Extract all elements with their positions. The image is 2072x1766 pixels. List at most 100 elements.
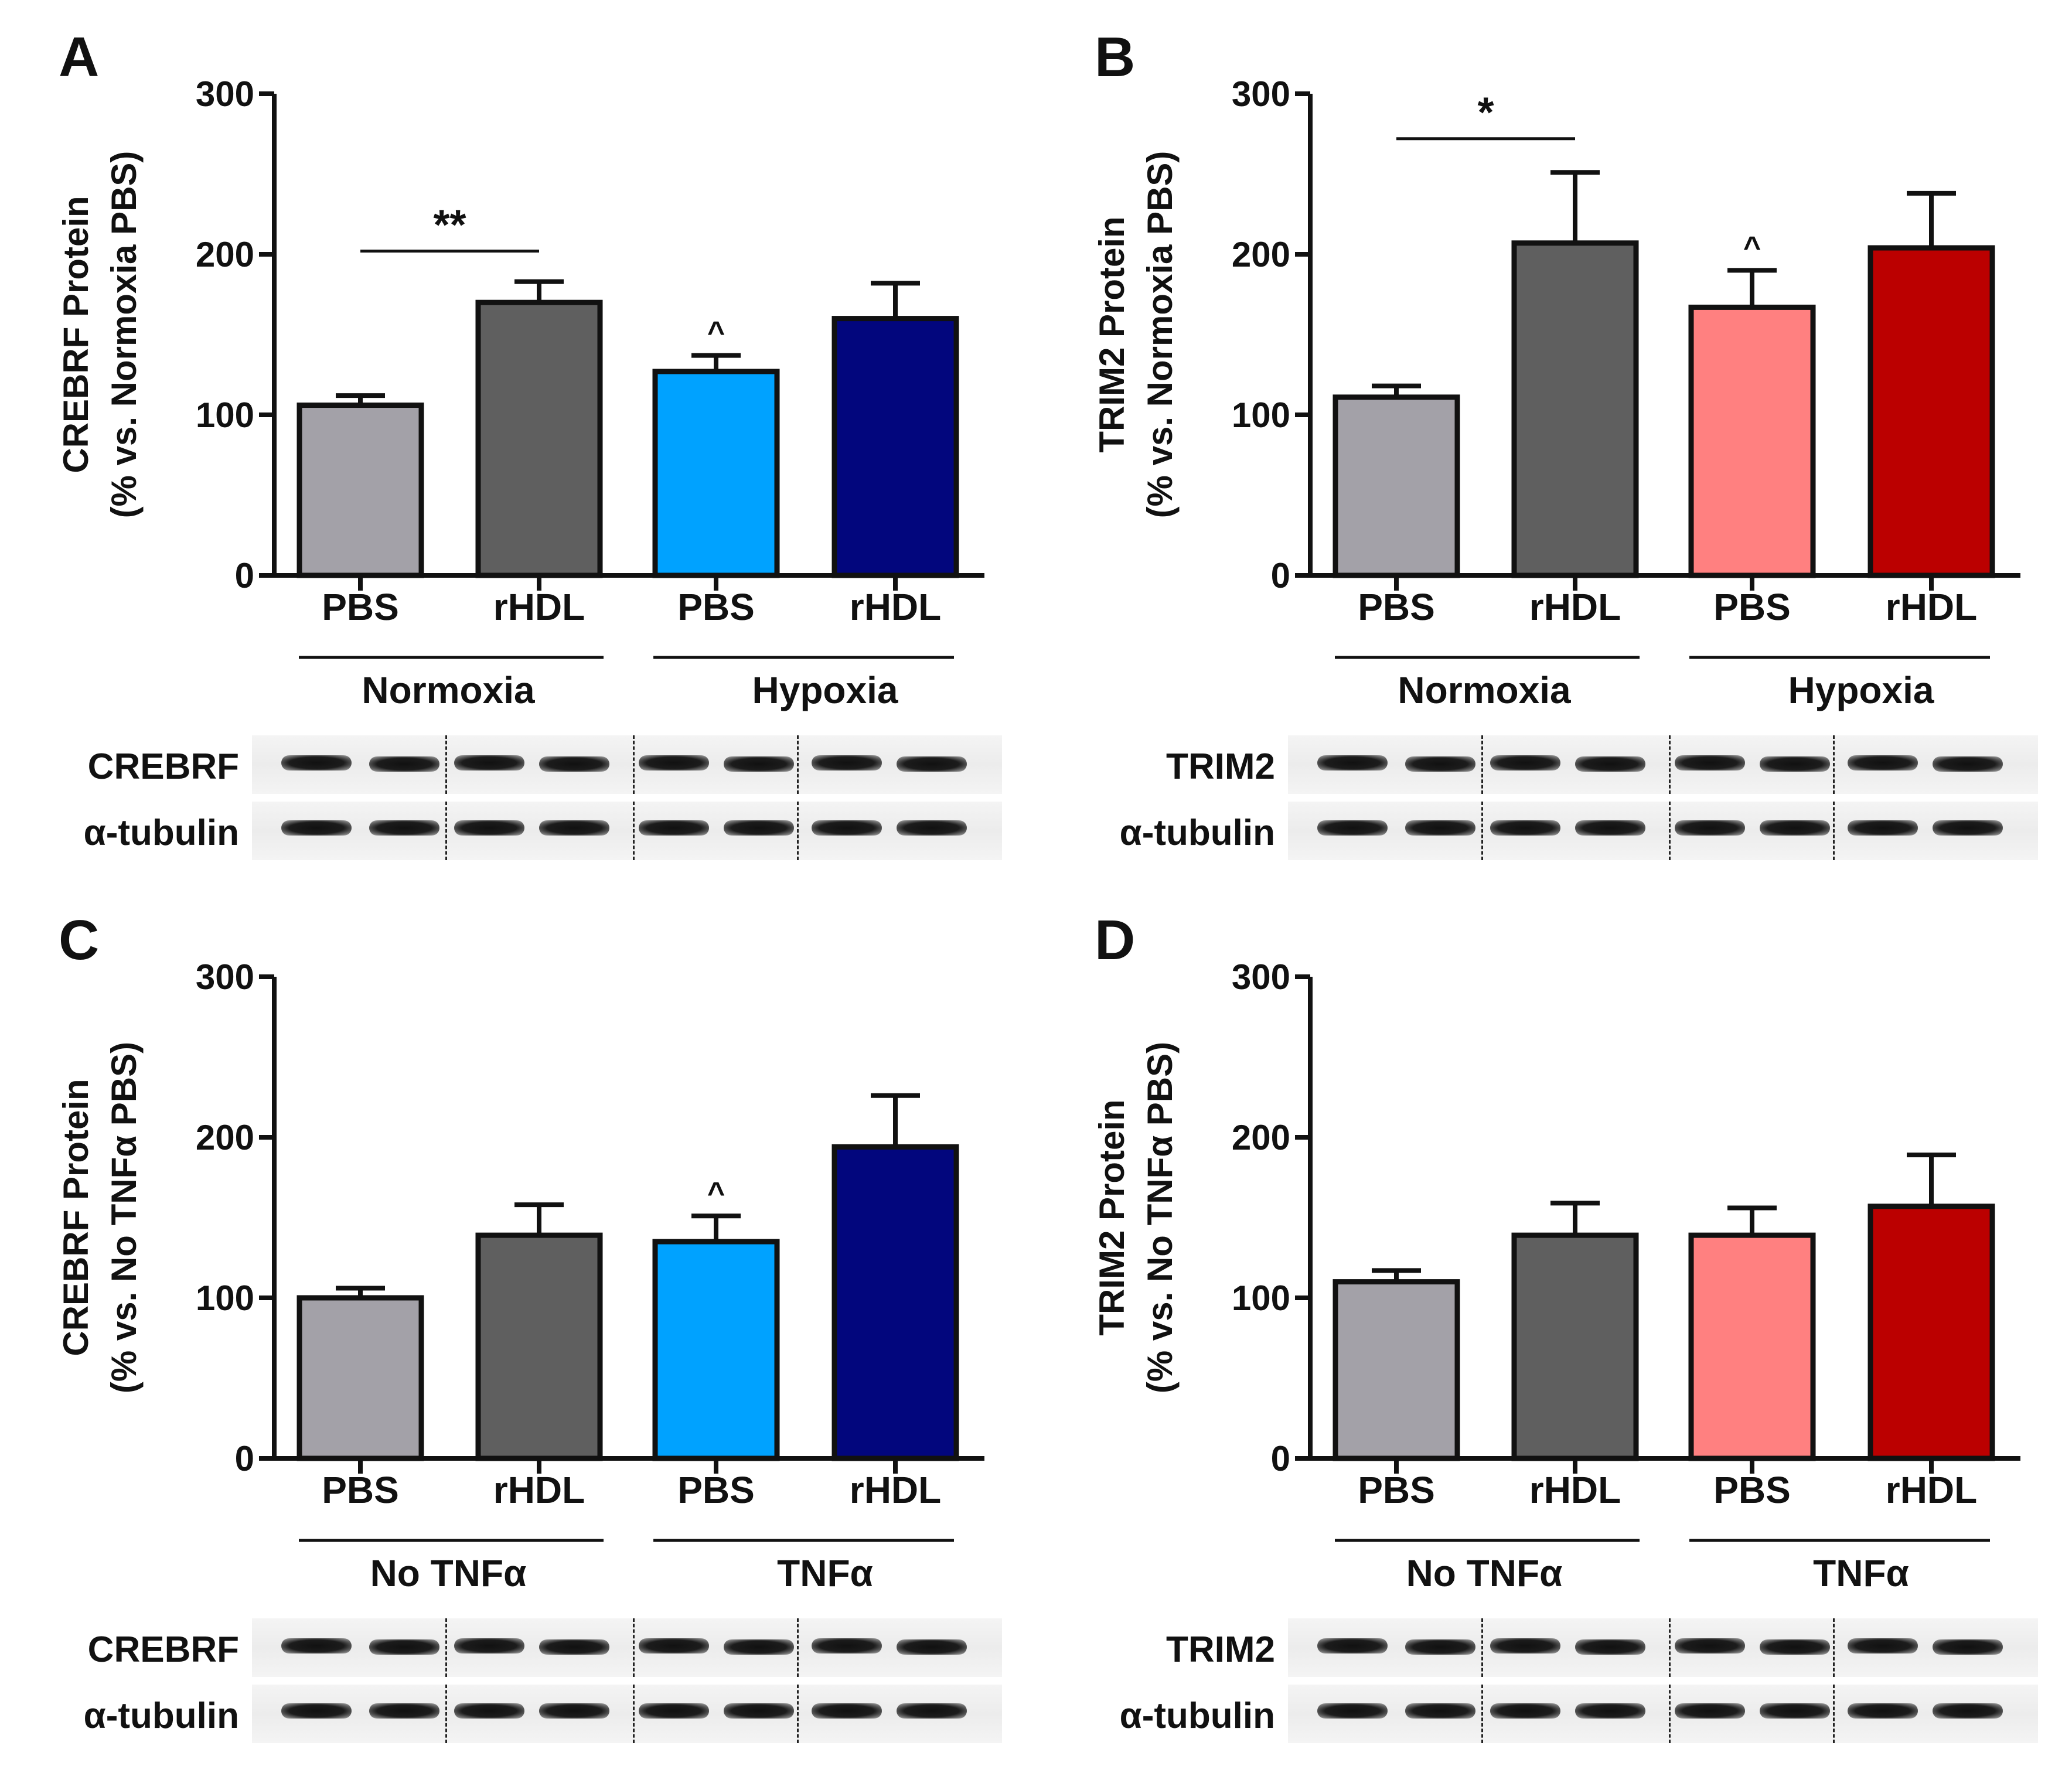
blot-band <box>1760 820 1830 836</box>
blot-band <box>1675 1638 1745 1654</box>
western-blot-strip <box>1288 802 2038 860</box>
blot-band <box>1575 820 1645 836</box>
blot-band <box>454 1638 524 1654</box>
lane-divider <box>1669 1618 1671 1677</box>
blot-label: α-tubulin <box>83 1696 239 1736</box>
blot-band <box>812 820 882 836</box>
lane-divider <box>1833 802 1835 860</box>
category-label: PBS <box>1358 586 1435 628</box>
category-label: rHDL <box>493 586 585 628</box>
lane-divider <box>445 1618 447 1677</box>
y-tick-label: 300 <box>196 957 254 997</box>
blot-band <box>1675 820 1745 836</box>
blot-band <box>454 1703 524 1719</box>
blot-band <box>1405 1639 1475 1655</box>
bar <box>831 316 959 578</box>
blot-label: TRIM2 <box>1166 746 1275 787</box>
category-label: PBS <box>677 586 755 628</box>
blot-band <box>1317 755 1388 771</box>
lane-divider <box>1481 1618 1483 1677</box>
group-label: No TNFα <box>370 1552 527 1594</box>
blot-band <box>539 1703 609 1719</box>
lane-divider <box>797 1618 799 1677</box>
blot-band <box>1317 820 1388 836</box>
panel-letter: D <box>1095 909 1135 971</box>
category-label: PBS <box>677 1469 755 1511</box>
blot-label: α-tubulin <box>83 813 239 853</box>
blot-band <box>724 820 794 836</box>
bar <box>1333 394 1460 578</box>
lane-divider <box>1669 1685 1671 1743</box>
bar <box>475 1232 603 1461</box>
category-label: PBS <box>1713 586 1791 628</box>
blot-band <box>454 755 524 771</box>
blot-band <box>1760 756 1830 772</box>
blot-band <box>1490 1638 1560 1654</box>
significance-marker: ^ <box>1743 230 1761 264</box>
lane-divider <box>1669 802 1671 860</box>
blot-band <box>539 820 609 836</box>
lane-divider <box>1481 735 1483 794</box>
panel-letter: A <box>59 26 99 88</box>
blot-band <box>897 756 967 772</box>
blot-label: TRIM2 <box>1166 1629 1275 1670</box>
group-label: TNFα <box>777 1552 873 1594</box>
bar <box>1511 240 1639 578</box>
group-label: Normoxia <box>362 669 535 711</box>
y-tick-label: 0 <box>235 556 254 595</box>
blot-band <box>1575 756 1645 772</box>
blot-band <box>454 820 524 836</box>
category-label: PBS <box>1713 1469 1791 1511</box>
y-axis-subtitle: (% vs. Normoxia PBS) <box>104 151 144 519</box>
panel-letter: C <box>59 909 99 971</box>
blot-band <box>1490 820 1560 836</box>
blot-band <box>1848 1638 1918 1654</box>
blot-band <box>1933 1639 2003 1655</box>
blot-label: α-tubulin <box>1119 813 1275 853</box>
blot-band <box>369 1703 439 1719</box>
blot-label: CREBRF <box>87 1629 239 1670</box>
panel-c: C CREBRF Protein (% vs. No TNFα PBS) 0 100 20… <box>0 883 1036 1766</box>
bar <box>1867 245 1995 578</box>
y-tick-label: 300 <box>1232 74 1290 114</box>
blot-band <box>1933 756 2003 772</box>
y-tick-label: 100 <box>1232 396 1290 435</box>
chart-c: C CREBRF Protein (% vs. No TNFα PBS) 0 100 20… <box>56 909 984 1594</box>
blot-band <box>1675 1703 1745 1719</box>
lane-divider <box>1481 802 1483 860</box>
y-tick-label: 200 <box>1232 1118 1290 1157</box>
lane-divider <box>797 802 799 860</box>
blot-label: α-tubulin <box>1119 1696 1275 1736</box>
chart-d: D TRIM2 Protein (% vs. No TNFα PBS) 0 100 200… <box>1092 909 2020 1594</box>
blot-band <box>639 1703 709 1719</box>
y-axis-title: CREBRF Protein <box>56 196 96 473</box>
western-blot-strip <box>1288 735 2038 794</box>
bar <box>1333 1279 1460 1461</box>
y-axis-subtitle: (% vs. No TNFα PBS) <box>104 1042 144 1393</box>
blot-band <box>812 1638 882 1654</box>
category-label: rHDL <box>493 1469 585 1511</box>
y-tick-label: 0 <box>1271 556 1290 595</box>
western-blot-strip <box>252 1618 1002 1677</box>
category-label: PBS <box>322 586 399 628</box>
bar <box>1867 1204 1995 1461</box>
blot-band <box>281 820 352 836</box>
blot-band <box>1933 820 2003 836</box>
lane-divider <box>633 1685 635 1743</box>
category-label: rHDL <box>1529 586 1621 628</box>
blot-band <box>539 1639 609 1655</box>
group-label: TNFα <box>1813 1552 1909 1594</box>
panel-b: B TRIM2 Protein (% vs. Normoxia PBS) 0 100 20… <box>1036 0 2072 883</box>
bar <box>1688 1232 1816 1461</box>
blot-band <box>1490 755 1560 771</box>
lane-divider <box>633 735 635 794</box>
blot-band <box>1317 1703 1388 1719</box>
lane-divider <box>797 735 799 794</box>
bar <box>297 403 424 578</box>
blot-band <box>724 1703 794 1719</box>
bar <box>475 299 603 578</box>
lane-divider <box>445 735 447 794</box>
y-tick-label: 100 <box>196 1279 254 1318</box>
y-tick-label: 200 <box>196 235 254 274</box>
blot-band <box>639 755 709 771</box>
